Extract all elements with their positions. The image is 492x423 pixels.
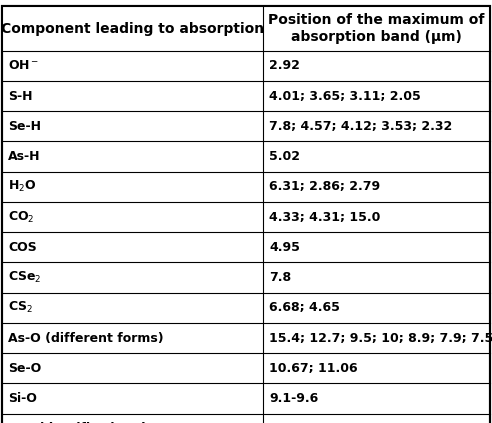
Text: 9.1-9.6: 9.1-9.6	[269, 392, 318, 405]
Text: CO$_2$: CO$_2$	[8, 209, 35, 225]
Text: S-H: S-H	[8, 90, 33, 103]
Text: Si-O: Si-O	[8, 392, 37, 405]
Text: OH$^-$: OH$^-$	[8, 59, 40, 72]
Text: As-H: As-H	[8, 150, 41, 163]
Text: CS$_2$: CS$_2$	[8, 300, 33, 316]
Text: 4.65; 5.17; 5.56; 6.0: 4.65; 5.17; 5.56; 6.0	[269, 422, 412, 423]
Text: 5.02: 5.02	[269, 150, 300, 163]
Text: Non identifies bands: Non identifies bands	[8, 422, 153, 423]
Text: Position of the maximum of
absorption band (μm): Position of the maximum of absorption ba…	[268, 14, 485, 44]
Text: 7.8; 4.57; 4.12; 3.53; 2.32: 7.8; 4.57; 4.12; 3.53; 2.32	[269, 120, 452, 133]
Text: 4.01; 3.65; 3.11; 2.05: 4.01; 3.65; 3.11; 2.05	[269, 90, 421, 103]
Text: 10.67; 11.06: 10.67; 11.06	[269, 362, 358, 375]
Text: 6.31; 2.86; 2.79: 6.31; 2.86; 2.79	[269, 180, 380, 193]
Text: COS: COS	[8, 241, 37, 254]
Text: 4.33; 4.31; 15.0: 4.33; 4.31; 15.0	[269, 211, 380, 224]
Text: Se-O: Se-O	[8, 362, 42, 375]
Text: As-O (different forms): As-O (different forms)	[8, 332, 164, 345]
Text: 4.95: 4.95	[269, 241, 300, 254]
Text: 15.4; 12.7; 9.5; 10; 8.9; 7.9; 7.5: 15.4; 12.7; 9.5; 10; 8.9; 7.9; 7.5	[269, 332, 492, 345]
Text: Se-H: Se-H	[8, 120, 41, 133]
Text: 7.8: 7.8	[269, 271, 291, 284]
Text: 2.92: 2.92	[269, 59, 300, 72]
Text: Component leading to absorption: Component leading to absorption	[1, 22, 264, 36]
Text: CSe$_2$: CSe$_2$	[8, 270, 42, 285]
Bar	[2, 6, 490, 51]
Text: 6.68; 4.65: 6.68; 4.65	[269, 301, 340, 314]
Text: H$_2$O: H$_2$O	[8, 179, 37, 195]
